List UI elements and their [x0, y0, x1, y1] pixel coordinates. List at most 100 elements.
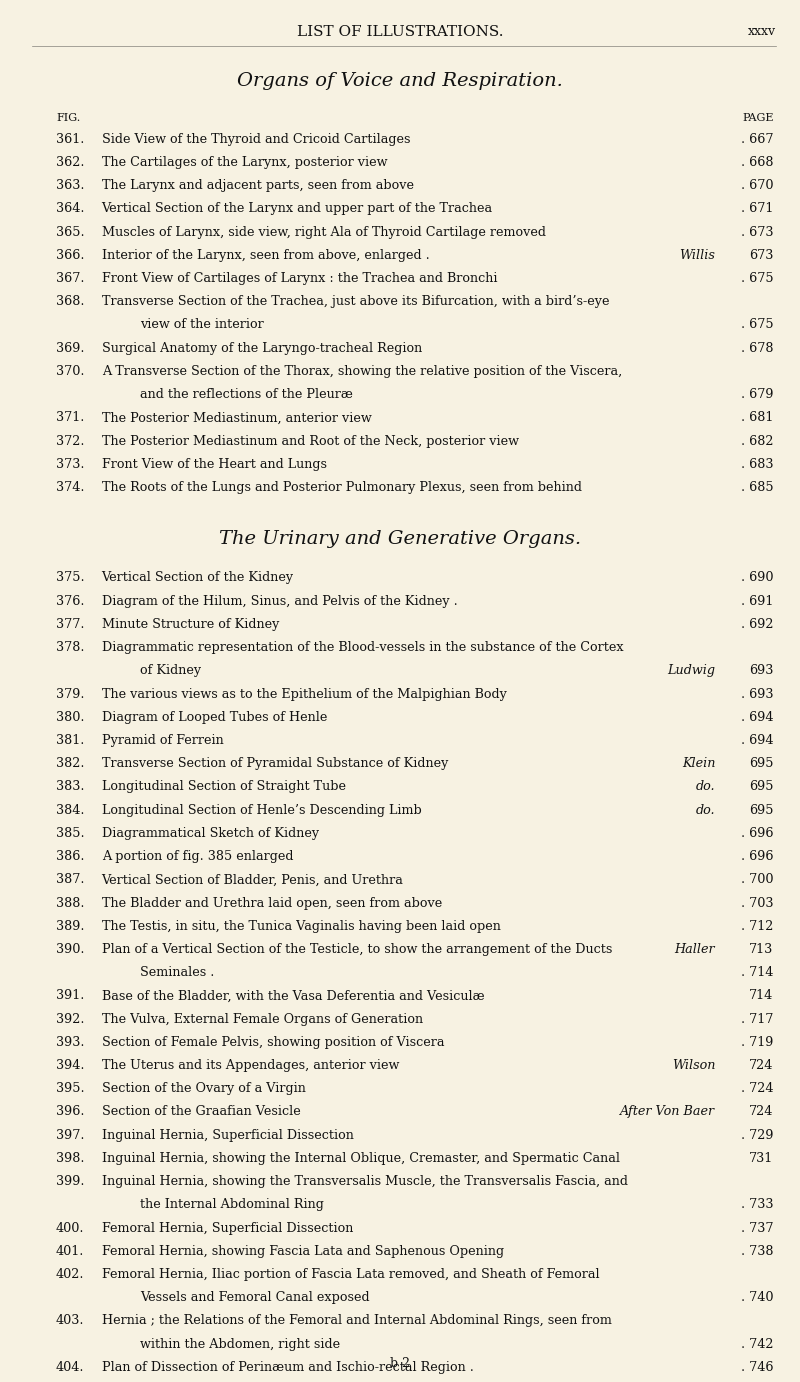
Text: Section of the Ovary of a Virgin: Section of the Ovary of a Virgin [102, 1082, 306, 1096]
Text: . 696: . 696 [741, 850, 774, 864]
Text: Willis: Willis [679, 249, 715, 261]
Text: . 693: . 693 [741, 688, 774, 701]
Text: 373.: 373. [56, 457, 85, 471]
Text: of Kidney: of Kidney [140, 665, 201, 677]
Text: . 671: . 671 [742, 202, 774, 216]
Text: Pyramid of Ferrein: Pyramid of Ferrein [102, 734, 223, 748]
Text: 369.: 369. [56, 341, 85, 355]
Text: 400.: 400. [56, 1222, 85, 1234]
Text: 381.: 381. [56, 734, 84, 748]
Text: 401.: 401. [56, 1245, 84, 1258]
Text: . 682: . 682 [741, 434, 774, 448]
Text: Haller: Haller [674, 943, 715, 956]
Text: Vertical Section of Bladder, Penis, and Urethra: Vertical Section of Bladder, Penis, and … [102, 873, 403, 886]
Text: Diagrammatical Sketch of Kidney: Diagrammatical Sketch of Kidney [102, 826, 318, 840]
Text: 399.: 399. [56, 1175, 85, 1189]
Text: The Posterior Mediastinum and Root of the Neck, posterior view: The Posterior Mediastinum and Root of th… [102, 434, 518, 448]
Text: . 683: . 683 [741, 457, 774, 471]
Text: . 717: . 717 [742, 1013, 774, 1025]
Text: Base of the Bladder, with the Vasa Deferentia and Vesiculæ: Base of the Bladder, with the Vasa Defer… [102, 990, 484, 1002]
Text: . 694: . 694 [741, 710, 774, 724]
Text: . 673: . 673 [741, 225, 774, 239]
Text: FIG.: FIG. [56, 113, 80, 123]
Text: Transverse Section of the Trachea, just above its Bifurcation, with a bird’s-eye: Transverse Section of the Trachea, just … [102, 296, 609, 308]
Text: . 679: . 679 [741, 388, 774, 401]
Text: Femoral Hernia, showing Fascia Lata and Saphenous Opening: Femoral Hernia, showing Fascia Lata and … [102, 1245, 504, 1258]
Text: After Von Baer: After Von Baer [620, 1106, 715, 1118]
Text: 391.: 391. [56, 990, 84, 1002]
Text: Longitudinal Section of Straight Tube: Longitudinal Section of Straight Tube [102, 781, 346, 793]
Text: 376.: 376. [56, 594, 85, 608]
Text: . 733: . 733 [741, 1198, 774, 1212]
Text: LIST OF ILLUSTRATIONS.: LIST OF ILLUSTRATIONS. [297, 25, 503, 39]
Text: 392.: 392. [56, 1013, 85, 1025]
Text: 363.: 363. [56, 180, 85, 192]
Text: . 740: . 740 [741, 1291, 774, 1305]
Text: 377.: 377. [56, 618, 85, 632]
Text: . 729: . 729 [741, 1129, 774, 1142]
Text: within the Abdomen, right side: within the Abdomen, right side [140, 1338, 340, 1350]
Text: the Internal Abdominal Ring: the Internal Abdominal Ring [140, 1198, 324, 1212]
Text: Inguinal Hernia, showing the Internal Oblique, Cremaster, and Spermatic Canal: Inguinal Hernia, showing the Internal Ob… [102, 1153, 620, 1165]
Text: 385.: 385. [56, 826, 85, 840]
Text: The various views as to the Epithelium of the Malpighian Body: The various views as to the Epithelium o… [102, 688, 506, 701]
Text: 371.: 371. [56, 412, 84, 424]
Text: 403.: 403. [56, 1314, 85, 1328]
Text: The Posterior Mediastinum, anterior view: The Posterior Mediastinum, anterior view [102, 412, 371, 424]
Text: . 694: . 694 [741, 734, 774, 748]
Text: . 675: . 675 [741, 318, 774, 332]
Text: Inguinal Hernia, Superficial Dissection: Inguinal Hernia, Superficial Dissection [102, 1129, 354, 1142]
Text: . 690: . 690 [741, 572, 774, 585]
Text: Seminales .: Seminales . [140, 966, 214, 980]
Text: . 737: . 737 [741, 1222, 774, 1234]
Text: 731: 731 [750, 1153, 774, 1165]
Text: 398.: 398. [56, 1153, 85, 1165]
Text: do.: do. [696, 804, 715, 817]
Text: 397.: 397. [56, 1129, 85, 1142]
Text: Vessels and Femoral Canal exposed: Vessels and Femoral Canal exposed [140, 1291, 370, 1305]
Text: PAGE: PAGE [742, 113, 774, 123]
Text: 724: 724 [750, 1106, 774, 1118]
Text: 367.: 367. [56, 272, 85, 285]
Text: 365.: 365. [56, 225, 85, 239]
Text: 695: 695 [749, 757, 774, 770]
Text: Wilson: Wilson [672, 1059, 715, 1072]
Text: Klein: Klein [682, 757, 715, 770]
Text: Ludwig: Ludwig [667, 665, 715, 677]
Text: 724: 724 [750, 1059, 774, 1072]
Text: Transverse Section of Pyramidal Substance of Kidney: Transverse Section of Pyramidal Substanc… [102, 757, 448, 770]
Text: 714: 714 [750, 990, 774, 1002]
Text: do.: do. [696, 781, 715, 793]
Text: Longitudinal Section of Henle’s Descending Limb: Longitudinal Section of Henle’s Descendi… [102, 804, 422, 817]
Text: 366.: 366. [56, 249, 85, 261]
Text: Inguinal Hernia, showing the Transversalis Muscle, the Transversalis Fascia, and: Inguinal Hernia, showing the Transversal… [102, 1175, 628, 1189]
Text: 382.: 382. [56, 757, 85, 770]
Text: xxxv: xxxv [748, 25, 776, 37]
Text: b 2: b 2 [390, 1357, 410, 1370]
Text: 693: 693 [750, 665, 774, 677]
Text: . 703: . 703 [741, 897, 774, 909]
Text: The Testis, in situ, the Tunica Vaginalis having been laid open: The Testis, in situ, the Tunica Vaginali… [102, 920, 501, 933]
Text: . 696: . 696 [741, 826, 774, 840]
Text: 402.: 402. [56, 1269, 85, 1281]
Text: Section of the Graafian Vesicle: Section of the Graafian Vesicle [102, 1106, 300, 1118]
Text: 374.: 374. [56, 481, 85, 493]
Text: 389.: 389. [56, 920, 85, 933]
Text: The Cartilages of the Larynx, posterior view: The Cartilages of the Larynx, posterior … [102, 156, 387, 169]
Text: The Uterus and its Appendages, anterior view: The Uterus and its Appendages, anterior … [102, 1059, 399, 1072]
Text: 379.: 379. [56, 688, 85, 701]
Text: . 738: . 738 [741, 1245, 774, 1258]
Text: 370.: 370. [56, 365, 85, 377]
Text: Femoral Hernia, Superficial Dissection: Femoral Hernia, Superficial Dissection [102, 1222, 353, 1234]
Text: 673: 673 [750, 249, 774, 261]
Text: Muscles of Larynx, side view, right Ala of Thyroid Cartilage removed: Muscles of Larynx, side view, right Ala … [102, 225, 546, 239]
Text: The Vulva, External Female Organs of Generation: The Vulva, External Female Organs of Gen… [102, 1013, 422, 1025]
Text: 695: 695 [749, 804, 774, 817]
Text: 364.: 364. [56, 202, 85, 216]
Text: 396.: 396. [56, 1106, 85, 1118]
Text: 393.: 393. [56, 1036, 85, 1049]
Text: Femoral Hernia, Iliac portion of Fascia Lata removed, and Sheath of Femoral: Femoral Hernia, Iliac portion of Fascia … [102, 1269, 599, 1281]
Text: 388.: 388. [56, 897, 85, 909]
Text: Minute Structure of Kidney: Minute Structure of Kidney [102, 618, 279, 632]
Text: 380.: 380. [56, 710, 85, 724]
